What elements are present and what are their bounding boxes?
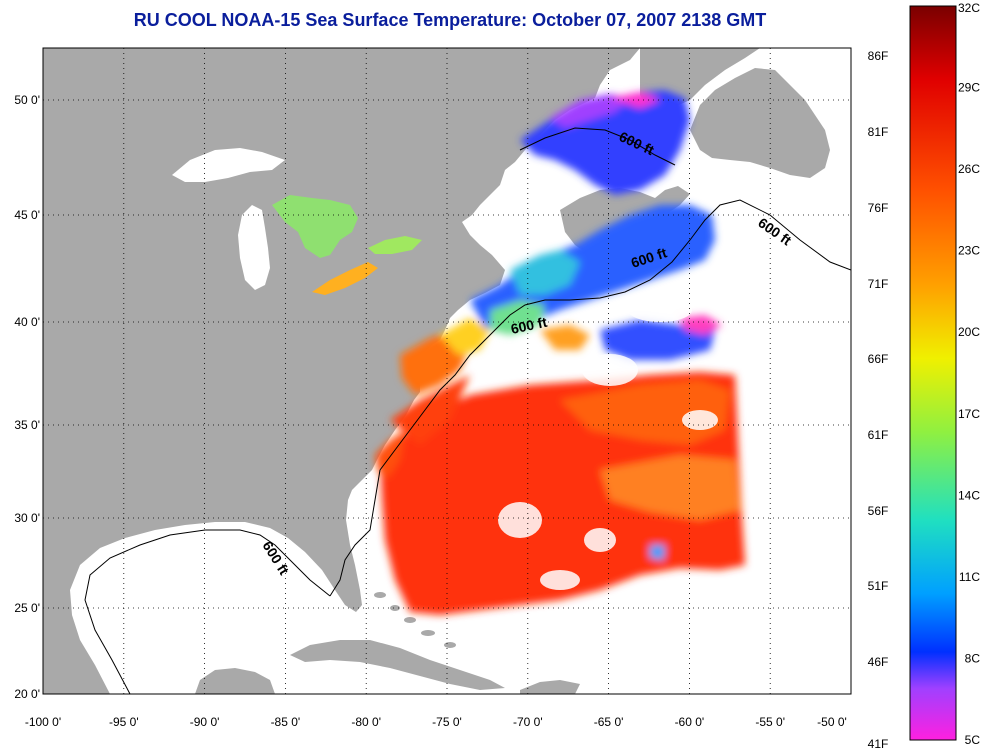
sst-data [375, 90, 745, 615]
yucatan-land [195, 668, 275, 694]
colorbar-celsius-label: 26C [958, 162, 980, 176]
latitude-tick-label: 50 0' [14, 93, 40, 107]
colorbar-celsius-label: 5C [965, 733, 981, 747]
latitude-labels: 50 0' 45 0' 40 0' 35 0' 30 0' 25 0' 20 0' [14, 93, 40, 701]
map-frame [42, 47, 852, 695]
latitude-tick-label: 20 0' [14, 687, 40, 701]
colorbar-celsius-label: 23C [958, 244, 980, 258]
lake-superior [172, 148, 285, 182]
colorbar-fahrenheit-label: 56F [868, 504, 889, 518]
colorbar [909, 5, 957, 741]
lake-erie [312, 262, 378, 295]
longitude-tick-label: -65 0' [594, 715, 624, 729]
north-america-land [43, 48, 640, 694]
lake-huron [272, 195, 358, 258]
latitude-tick-label: 45 0' [14, 208, 40, 222]
cuba-land [290, 640, 505, 690]
longitude-tick-label: -70 0' [513, 715, 543, 729]
colorbar-celsius-label: 20C [958, 325, 980, 339]
colorbar-fahrenheit-label: 61F [868, 428, 889, 442]
colorbar-fahrenheit-label: 51F [868, 579, 889, 593]
colorbar-fahrenheit-label: 81F [868, 125, 889, 139]
longitude-labels: -100 0' -95 0' -90 0' -85 0' -80 0' -75 0' -70… [25, 715, 847, 729]
colorbar-celsius-label: 17C [958, 407, 980, 421]
colorbar-fahrenheit-label: 46F [868, 655, 889, 669]
hispaniola-land [520, 680, 580, 694]
colorbar-celsius-label: 14C [958, 488, 980, 502]
map-title: RU COOL NOAA-15 Sea Surface Temperature:… [133, 10, 767, 30]
colorbar-fahrenheit-label: 66F [868, 352, 889, 366]
latitude-tick-label: 25 0' [14, 601, 40, 615]
isobath-label: 600 ft [509, 314, 548, 337]
lake-ontario [368, 236, 422, 254]
colorbar-fahrenheit-label: 86F [868, 49, 889, 63]
lake-michigan [238, 205, 270, 290]
latitude-tick-label: 30 0' [14, 511, 40, 525]
longitude-tick-label: -80 0' [351, 715, 381, 729]
latitude-tick-label: 40 0' [14, 315, 40, 329]
latitude-tick-label: 35 0' [14, 418, 40, 432]
colorbar-celsius-label: 32C [958, 1, 980, 15]
colorbar-celsius-label: 29C [958, 81, 980, 95]
longitude-tick-label: -85 0' [271, 715, 301, 729]
longitude-tick-label: -60 0' [675, 715, 705, 729]
longitude-tick-label: -75 0' [432, 715, 462, 729]
colorbar-fahrenheit-labels: 86F 81F 76F 71F 66F 61F 56F 51F 46F 41F [868, 49, 889, 751]
colorbar-celsius-labels: 32C 29C 26C 23C 20C 17C 14C 11C 8C 5C [958, 1, 980, 747]
longitude-tick-label: -90 0' [190, 715, 220, 729]
newfoundland-land [690, 68, 830, 178]
colorbar-celsius-label: 11C [959, 570, 980, 584]
longitude-tick-label: -95 0' [109, 715, 139, 729]
longitude-tick-label: -55 0' [755, 715, 785, 729]
colorbar-fahrenheit-label: 76F [868, 201, 889, 215]
colorbar-fahrenheit-label: 71F [868, 277, 889, 291]
longitude-tick-label: -50 0' [817, 715, 847, 729]
longitude-tick-label: -100 0' [25, 715, 61, 729]
isobath-600ft [84, 127, 851, 694]
colorbar-fahrenheit-label: 41F [868, 737, 889, 751]
colorbar-celsius-label: 8C [965, 651, 981, 665]
bahamas-islands [374, 592, 456, 648]
